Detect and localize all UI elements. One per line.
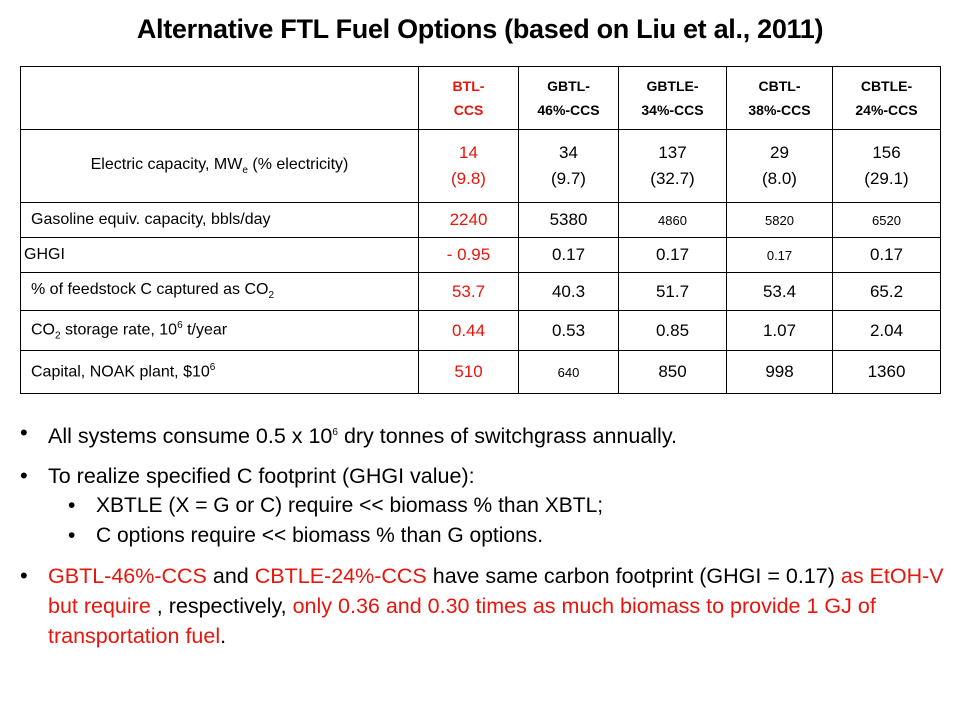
sub-bullet-list: XBTLE (X = G or C) require << biomass % … [48,491,948,551]
table-cell: 0.17 [726,237,833,273]
table-row: Electric capacity, MWe (% electricity) 1… [20,129,941,203]
table-cell: 998 [726,350,833,394]
bullet-item: GBTL-46%-CCS and CBTLE-24%-CCS have same… [18,561,948,651]
row-label: GHGI [20,237,419,273]
column-header: GBTLE- 34%-CCS [618,66,727,130]
page-title: Alternative FTL Fuel Options (based on L… [136,14,824,44]
header-empty-cell [20,66,419,130]
table-cell: 5380 [518,202,619,238]
table-header-row: BTL- CCS GBTL- 46%-CCS GBTLE- 34%-CCS CBTL-… [20,66,941,130]
column-header: CBTLE- 24%-CCS [832,66,941,130]
table-row: Capital, NOAK plant, $106 510 640 850 99… [20,350,941,394]
table-cell: 0.44 [418,310,519,351]
bullet-item: All systems consume 0.5 x 106 dry tonnes… [18,418,948,451]
table-cell: 29 (8.0) [726,129,833,203]
table-cell: 4860 [618,202,727,238]
table-cell: 640 [518,350,619,394]
table-row: % of feedstock C captured as CO2 53.7 40… [20,272,941,311]
table-cell: 2.04 [832,310,941,351]
row-label: CO2 storage rate, 106 t/year [20,310,419,351]
row-label: Capital, NOAK plant, $106 [20,350,419,394]
table-cell: 6520 [832,202,941,238]
table-row: Gasoline equiv. capacity, bbls/day 2240 … [20,202,941,238]
table-row: CO2 storage rate, 106 t/year 0.44 0.53 0… [20,310,941,351]
table-cell: 1.07 [726,310,833,351]
row-label: Electric capacity, MWe (% electricity) [20,129,419,203]
table-cell: 156 (29.1) [832,129,941,203]
fuel-options-table: BTL- CCS GBTL- 46%-CCS GBTLE- 34%-CCS CBTL-… [20,66,941,394]
table-cell: 0.17 [618,237,727,273]
table-cell: 137 (32.7) [618,129,727,203]
table-cell: 0.17 [518,237,619,273]
table-cell: 0.53 [518,310,619,351]
table-cell: 0.17 [832,237,941,273]
column-header: GBTL- 46%-CCS [518,66,619,130]
table-cell: 850 [618,350,727,394]
table-cell: 34 (9.7) [518,129,619,203]
table-cell: 510 [418,350,519,394]
sub-bullet-item: XBTLE (X = G or C) require << biomass % … [48,491,948,521]
table-cell: 53.4 [726,272,833,311]
table-cell: 14 (9.8) [418,129,519,203]
table-cell: 2240 [418,202,519,238]
table-row: GHGI - 0.95 0.17 0.17 0.17 0.17 [20,237,941,273]
table-cell: 40.3 [518,272,619,311]
bullet-list: All systems consume 0.5 x 106 dry tonnes… [18,418,948,661]
bullet-item: To realize specified C footprint (GHGI v… [18,461,948,551]
sub-bullet-item: C options require << biomass % than G op… [48,521,948,551]
column-header: BTL- CCS [418,66,519,130]
table-cell: - 0.95 [418,237,519,273]
table-cell: 0.85 [618,310,727,351]
table-cell: 65.2 [832,272,941,311]
column-header: CBTL- 38%-CCS [726,66,833,130]
table-cell: 1360 [832,350,941,394]
table-cell: 53.7 [418,272,519,311]
table-cell: 51.7 [618,272,727,311]
row-label: Gasoline equiv. capacity, bbls/day [20,202,419,238]
row-label: % of feedstock C captured as CO2 [20,272,419,311]
table-cell: 5820 [726,202,833,238]
